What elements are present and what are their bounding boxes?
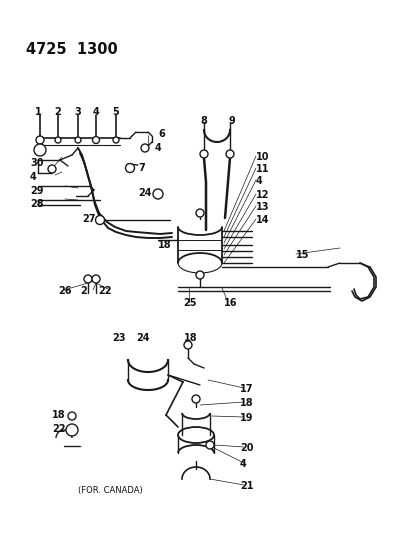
Circle shape	[200, 150, 208, 158]
Text: 16: 16	[224, 298, 237, 308]
Text: 4: 4	[240, 459, 247, 469]
Text: 22: 22	[52, 424, 66, 434]
Text: 24: 24	[136, 333, 149, 343]
Circle shape	[196, 209, 204, 217]
Text: 6: 6	[158, 129, 165, 139]
Circle shape	[93, 136, 100, 143]
Text: 13: 13	[256, 202, 270, 212]
Text: 23: 23	[112, 333, 126, 343]
Text: 18: 18	[184, 333, 197, 343]
Circle shape	[206, 441, 214, 449]
Text: 2: 2	[55, 107, 61, 117]
Text: 7: 7	[138, 163, 145, 173]
Circle shape	[55, 137, 61, 143]
Text: 18: 18	[52, 410, 66, 420]
Circle shape	[34, 144, 46, 156]
Text: 20: 20	[240, 443, 253, 453]
Text: 14: 14	[256, 215, 270, 225]
Text: 4: 4	[30, 172, 37, 182]
Text: 21: 21	[240, 481, 253, 491]
Text: 30: 30	[30, 158, 44, 168]
Circle shape	[113, 137, 119, 143]
Circle shape	[153, 189, 163, 199]
Circle shape	[84, 275, 92, 283]
Text: 9: 9	[228, 116, 235, 126]
Text: 25: 25	[183, 298, 197, 308]
Text: (FOR. CANADA): (FOR. CANADA)	[78, 486, 143, 495]
Text: 10: 10	[256, 152, 270, 162]
Circle shape	[196, 271, 204, 279]
Text: 5: 5	[113, 107, 120, 117]
Circle shape	[184, 341, 192, 349]
Circle shape	[66, 424, 78, 436]
Circle shape	[36, 136, 44, 144]
Text: 22: 22	[98, 286, 111, 296]
Circle shape	[68, 412, 76, 420]
Circle shape	[48, 165, 56, 173]
Text: 3: 3	[75, 107, 81, 117]
Text: 24: 24	[138, 188, 151, 198]
Text: 11: 11	[256, 164, 270, 174]
Text: 12: 12	[256, 190, 270, 200]
Text: 4725  1300: 4725 1300	[26, 42, 118, 57]
Text: 27: 27	[82, 214, 95, 224]
Text: 1: 1	[35, 107, 41, 117]
Text: 26: 26	[58, 286, 71, 296]
Text: 28: 28	[30, 199, 44, 209]
Text: 18: 18	[158, 240, 172, 250]
Circle shape	[95, 215, 104, 224]
Text: 17: 17	[240, 384, 253, 394]
Text: 15: 15	[296, 250, 310, 260]
Text: 4: 4	[155, 143, 162, 153]
Circle shape	[141, 144, 149, 152]
Text: 2: 2	[81, 286, 87, 296]
Text: 18: 18	[240, 398, 254, 408]
Circle shape	[126, 164, 135, 173]
Circle shape	[75, 137, 81, 143]
Text: 19: 19	[240, 413, 253, 423]
Circle shape	[92, 275, 100, 283]
Circle shape	[226, 150, 234, 158]
Text: 8: 8	[201, 116, 207, 126]
Text: 4: 4	[256, 176, 263, 186]
Text: 4: 4	[93, 107, 100, 117]
Circle shape	[192, 395, 200, 403]
Text: 29: 29	[30, 186, 44, 196]
